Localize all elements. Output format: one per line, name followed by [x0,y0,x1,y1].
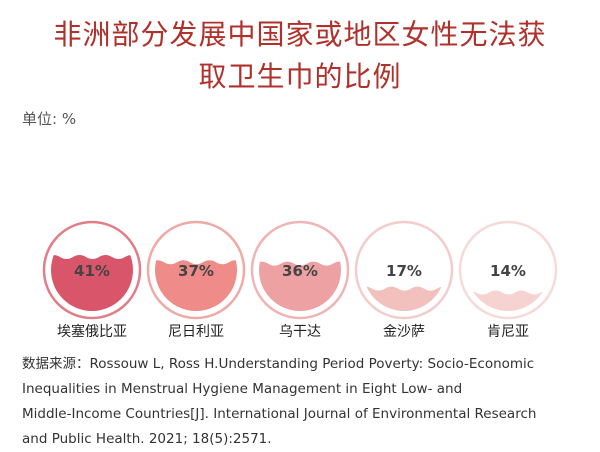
source-line-4: and Public Health. 2021; 18(5):2571. [22,431,272,447]
gauge-ring [458,220,558,320]
source-line-1: 数据来源：Rossouw L, Ross H.Understanding Per… [22,356,535,372]
chart-title-line-2: 取卫生巾的比例 [198,60,402,93]
chart-title-line-1: 非洲部分发展中国家或地区女性无法获 [53,18,547,51]
value-label: 14% [490,262,526,280]
value-label: 17% [386,262,422,280]
category-label: 乌干达 [279,324,321,340]
value-label: 41% [74,262,110,280]
liquid-gauge-chart: 41% 埃塞俄比亚 37% 尼日利亚 36% 乌干达 17% 金沙萨 14% 肯尼亚 [42,220,558,340]
category-label: 埃塞俄比亚 [57,323,127,340]
category-label: 金沙萨 [383,324,425,340]
source-note: 数据来源：Rossouw L, Ross H.Understanding Per… [22,352,582,452]
gauge-fill [363,286,445,311]
value-label: 37% [178,262,214,280]
source-line-3: Middle-Income Countries[J]. Internationa… [22,406,537,422]
unit-label: 单位: % [22,110,77,128]
source-line-2: Inequalities in Menstrual Hygiene Manage… [22,381,463,397]
value-label: 36% [282,262,318,280]
chart-title: 非洲部分发展中国家或地区女性无法获 取卫生巾的比例 [0,14,600,98]
category-label: 尼日利亚 [168,324,224,340]
category-label: 肯尼亚 [487,324,529,340]
